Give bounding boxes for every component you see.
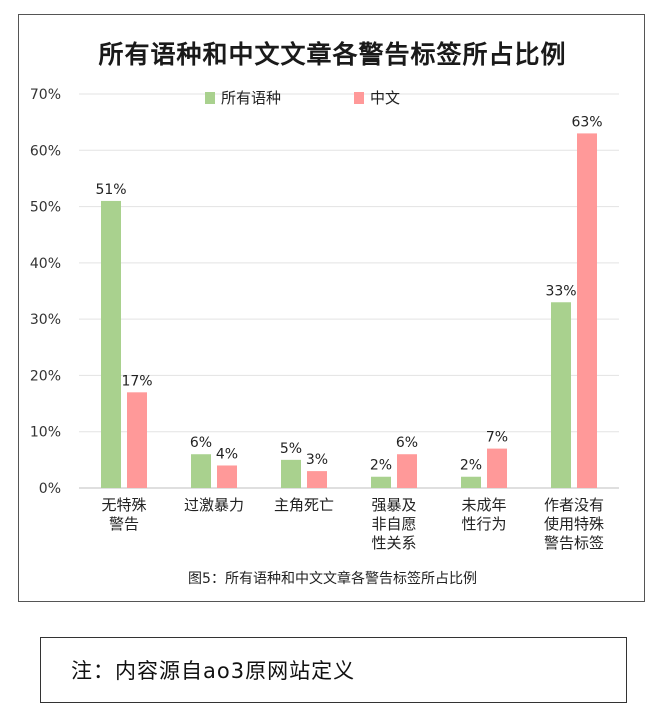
data-label: 2% [460, 458, 482, 474]
data-label: 17% [121, 373, 152, 389]
x-tick-label: 性行为 [461, 515, 506, 533]
legend-swatch [205, 92, 215, 104]
x-tick-label: 作者没有 [544, 496, 604, 514]
y-tick-label: 30% [30, 312, 61, 328]
legend-swatch [354, 92, 364, 104]
data-label: 6% [190, 435, 212, 451]
bar [397, 454, 417, 488]
bar [217, 465, 237, 488]
x-tick-label: 未成年 [461, 496, 506, 514]
legend-label: 所有语种 [221, 89, 281, 107]
data-label: 6% [396, 435, 418, 451]
y-tick-label: 0% [39, 481, 61, 497]
data-label: 51% [95, 182, 126, 198]
x-tick-label: 非自愿 [371, 515, 416, 533]
note-text: 注：内容源自ao3原网站定义 [71, 659, 356, 683]
bar [461, 476, 481, 488]
bar [101, 200, 121, 488]
data-label: 3% [306, 452, 328, 468]
bar [281, 459, 301, 488]
bar [551, 302, 571, 488]
x-tick-label: 主角死亡 [274, 496, 334, 514]
bar [127, 392, 147, 488]
bar-chart: 0%10%20%30%40%50%60%70% 所有语种 中文51%17%无特殊警告… [30, 87, 619, 552]
data-label: 5% [280, 441, 302, 457]
bar [577, 133, 597, 488]
data-label: 33% [545, 283, 576, 299]
x-tick-label: 无特殊 [101, 496, 146, 514]
chart-frame: 所有语种和中文文章各警告标签所占比例 0% 10% 20% 30% 40% 50% 60% 7… [18, 14, 645, 602]
y-tick-label: 40% [30, 256, 61, 272]
y-tick-label: 50% [30, 200, 61, 216]
data-label: 2% [370, 458, 392, 474]
bar [371, 476, 391, 488]
data-label: 7% [486, 430, 508, 446]
y-tick-label: 60% [30, 143, 61, 159]
bar [487, 448, 507, 488]
bar [191, 454, 211, 488]
x-tick-label: 警告 [109, 515, 139, 533]
figure-caption: 图5：所有语种和中文文章各警告标签所占比例 [188, 571, 477, 587]
y-tick-label: 70% [30, 87, 61, 103]
y-tick-label: 10% [30, 425, 61, 441]
x-tick-label: 强暴及 [371, 496, 416, 514]
note-box: 注：内容源自ao3原网站定义 [40, 637, 627, 703]
x-tick-label: 性关系 [371, 534, 416, 552]
x-tick-label: 过激暴力 [184, 496, 244, 514]
x-tick-label: 使用特殊 [544, 515, 604, 533]
data-label: 4% [216, 446, 238, 462]
bar [307, 471, 327, 488]
y-tick-label: 20% [30, 368, 61, 384]
data-label: 63% [571, 114, 602, 130]
legend-label: 中文 [370, 89, 400, 107]
chart-title: 所有语种和中文文章各警告标签所占比例 [98, 40, 567, 69]
x-tick-label: 警告标签 [544, 534, 604, 552]
